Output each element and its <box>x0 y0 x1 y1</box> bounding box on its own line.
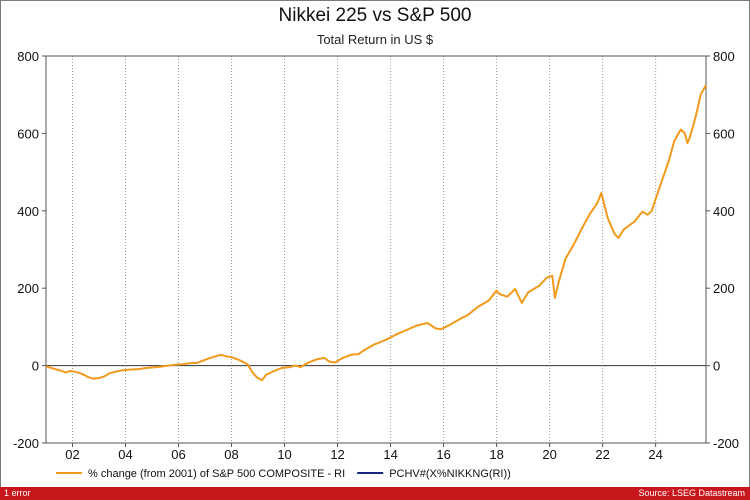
series-lines <box>45 84 707 382</box>
y-tick-label-left: 800 <box>17 49 39 64</box>
y-tick-label-left: 400 <box>17 204 39 219</box>
y-tick-label-right: 200 <box>713 281 735 296</box>
series-line-0 <box>45 84 707 382</box>
x-tick-label: 20 <box>542 447 556 462</box>
y-tick-label-right: 600 <box>713 126 735 141</box>
line-chart: Nikkei 225 vs S&P 500 Total Return in US… <box>13 5 739 480</box>
x-tick-label: 08 <box>224 447 238 462</box>
x-tick-label: 12 <box>330 447 344 462</box>
status-bar: 1 error Source: LSEG Datastream <box>0 487 750 500</box>
legend-label: % change (from 2001) of S&P 500 COMPOSIT… <box>88 468 345 480</box>
x-tick-label: 10 <box>277 447 291 462</box>
x-tick-label: 02 <box>65 447 79 462</box>
y-tick-label-left: -200 <box>13 436 39 451</box>
x-tick-label: 18 <box>489 447 503 462</box>
source-credit: Source: LSEG Datastream <box>638 488 745 498</box>
y-tick-label-right: 800 <box>713 49 735 64</box>
x-tick-label: 22 <box>595 447 609 462</box>
gridlines <box>46 56 706 443</box>
y-tick-label-right: 400 <box>713 204 735 219</box>
x-tick-label: 24 <box>648 447 662 462</box>
y-tick-label-left: 600 <box>17 126 39 141</box>
x-tick-label: 04 <box>118 447 132 462</box>
axis-ticks: 02 04 06 08 10 12 14 16 18 20 22 24 -200 -200 0 0 200 200… <box>13 49 739 462</box>
y-tick-label-left: 0 <box>32 359 39 374</box>
x-tick-label: 14 <box>383 447 397 462</box>
error-count[interactable]: 1 error <box>4 488 31 498</box>
x-tick-label: 06 <box>171 447 185 462</box>
y-tick-label-right: -200 <box>713 436 739 451</box>
x-tick-label: 16 <box>436 447 450 462</box>
y-tick-label-right: 0 <box>713 359 720 374</box>
legend-label: PCHV#(X%NIKKNG(RI)) <box>389 468 511 480</box>
y-tick-label-left: 200 <box>17 281 39 296</box>
plot-area <box>45 55 707 444</box>
chart-title: Nikkei 225 vs S&P 500 <box>279 5 472 26</box>
chart-subtitle: Total Return in US $ <box>317 32 434 47</box>
legend: % change (from 2001) of S&P 500 COMPOSIT… <box>56 468 511 480</box>
